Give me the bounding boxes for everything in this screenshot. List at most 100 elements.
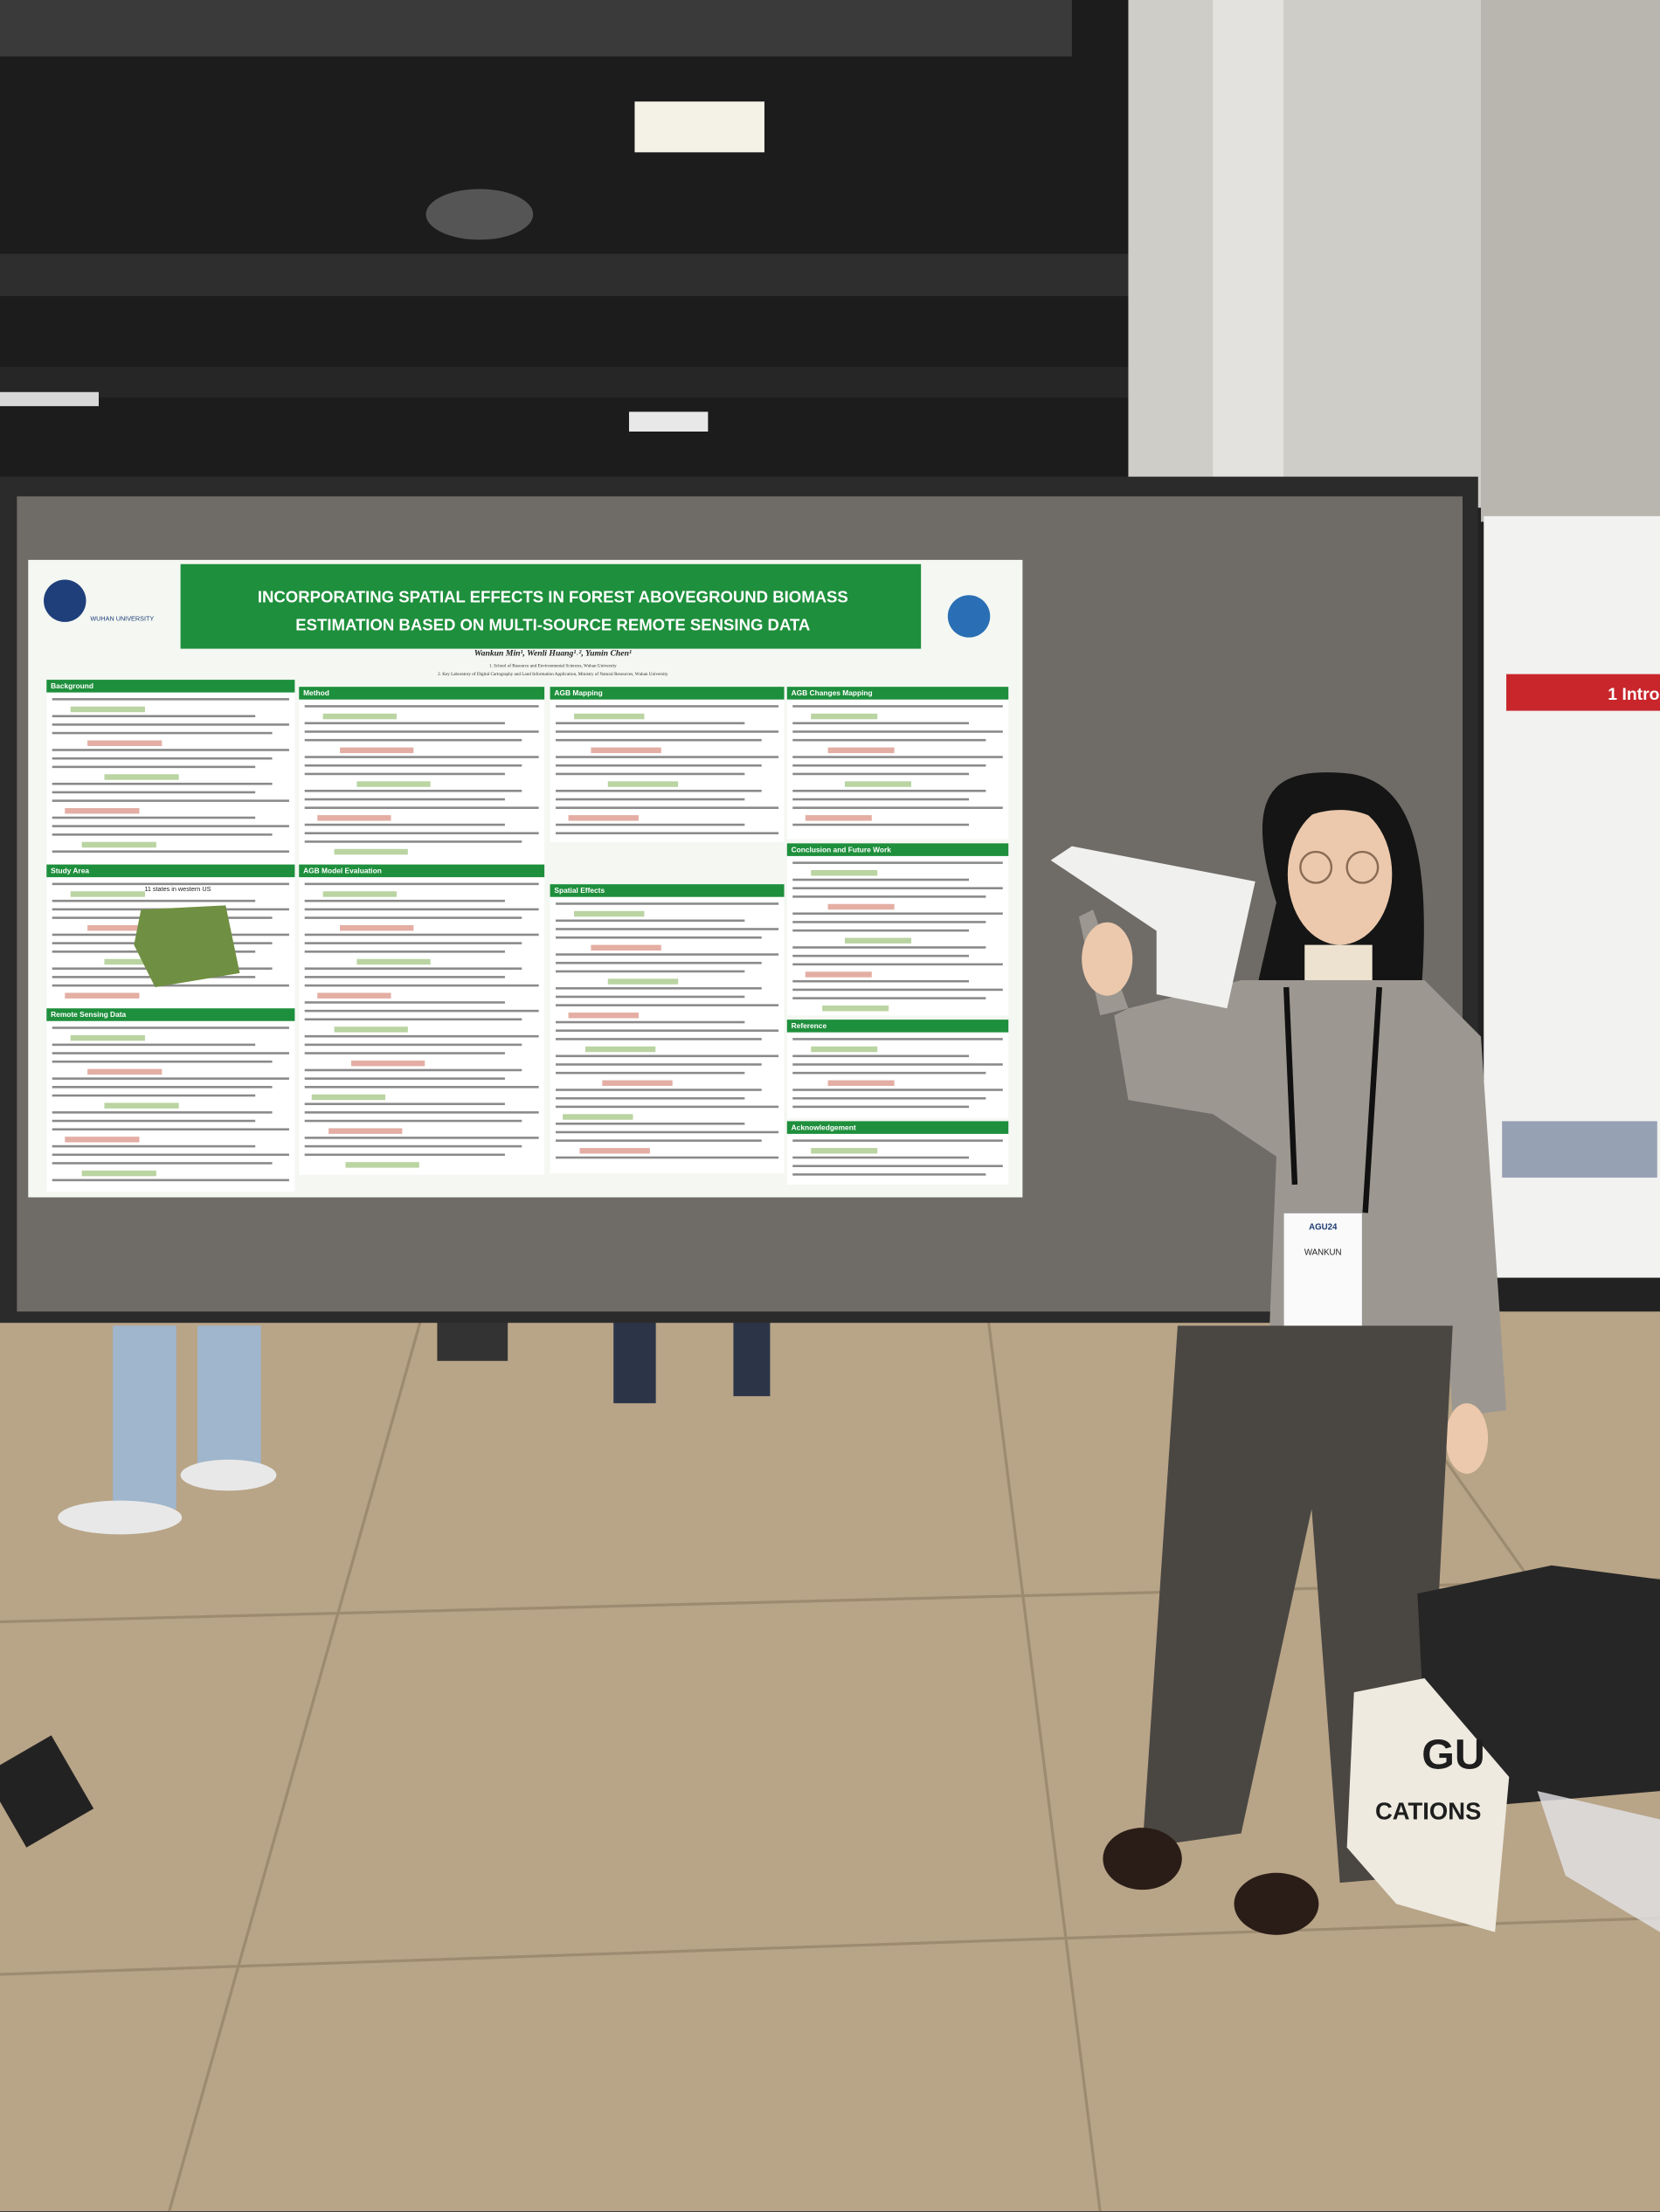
person-leg — [113, 1325, 176, 1510]
figure-block — [579, 1148, 650, 1154]
text-line — [304, 967, 522, 970]
text-line — [304, 790, 522, 792]
text-line — [556, 902, 779, 905]
text-line — [304, 933, 539, 937]
text-line — [556, 764, 762, 767]
figure-block — [563, 1114, 633, 1120]
text-line — [304, 1119, 522, 1123]
text-line — [792, 997, 986, 999]
badge-name: WANKUN — [1304, 1248, 1342, 1258]
text-line — [52, 698, 289, 701]
text-line — [304, 705, 539, 708]
text-line — [792, 895, 986, 898]
text-line — [304, 1111, 539, 1114]
text-line — [304, 1068, 522, 1072]
text-line — [792, 988, 1003, 992]
text-line — [304, 976, 505, 978]
text-line — [52, 1153, 289, 1157]
text-line — [52, 816, 256, 819]
section-header — [299, 864, 545, 878]
text-line — [792, 963, 1003, 966]
text-line — [52, 723, 289, 726]
text-line — [304, 1009, 539, 1013]
text-line — [304, 730, 539, 733]
figure-block — [87, 740, 163, 746]
text-line — [304, 916, 522, 919]
section-body — [550, 884, 785, 1174]
badge — [1283, 1212, 1363, 1348]
figure-block — [81, 1170, 156, 1177]
text-line — [52, 1086, 273, 1089]
ceiling-light — [628, 411, 709, 432]
text-line — [556, 1004, 779, 1006]
text-line — [304, 764, 522, 767]
figure-block — [329, 1128, 403, 1134]
text-line — [792, 954, 970, 957]
poster-affiliation: 2. Key Laboratory of Digital Cartography… — [438, 671, 668, 677]
figure-block — [322, 891, 397, 897]
text-line — [304, 722, 505, 725]
fringe — [1276, 793, 1404, 854]
figure-block — [827, 747, 895, 754]
text-line — [52, 799, 289, 802]
text-line — [556, 919, 745, 923]
figure-block — [65, 807, 140, 814]
figure-block — [350, 1060, 425, 1067]
figure-block — [602, 1080, 673, 1087]
text-line — [792, 1071, 986, 1075]
text-line — [52, 1052, 289, 1054]
text-line — [556, 953, 779, 956]
text-line — [556, 1071, 745, 1075]
plastic-bag — [1537, 1791, 1660, 1932]
section-header — [46, 1008, 295, 1021]
text-line — [556, 730, 779, 733]
bag-text: GU — [1421, 1731, 1485, 1778]
text-line — [304, 772, 505, 776]
text-line — [792, 1165, 1003, 1167]
figure-block — [607, 781, 679, 787]
section-title: Study Area — [51, 867, 89, 875]
text-line — [304, 806, 539, 809]
badge-event: AGU24 — [1309, 1223, 1338, 1233]
ceiling-beam — [0, 253, 1129, 297]
text-line — [792, 946, 986, 949]
text-line — [304, 756, 539, 758]
text-line — [52, 715, 256, 718]
text-line — [792, 823, 970, 826]
text-line — [792, 1096, 986, 1100]
text-line — [304, 1018, 522, 1021]
figure-block — [81, 841, 156, 848]
bag-text: CATIONS — [1375, 1797, 1481, 1824]
text-line — [792, 1063, 1003, 1066]
figure-block — [334, 848, 408, 855]
section-title: Reference — [792, 1021, 827, 1030]
section-header — [46, 680, 295, 693]
figure-block — [827, 1080, 895, 1087]
section-header — [550, 884, 785, 897]
text-line — [52, 1060, 273, 1063]
text-line — [304, 1034, 539, 1038]
figure-block — [811, 713, 878, 720]
text-line — [792, 798, 970, 801]
text-line — [52, 1043, 256, 1047]
text-line — [52, 765, 256, 769]
shoe — [58, 1500, 183, 1535]
text-line — [304, 1043, 522, 1047]
text-line — [556, 1130, 779, 1134]
text-line — [556, 756, 779, 758]
handout-papers — [1050, 846, 1255, 1009]
figure-block — [805, 815, 872, 821]
ceiling-light — [0, 391, 100, 406]
text-line — [304, 942, 522, 944]
text-line — [792, 1139, 1003, 1142]
text-line — [792, 979, 970, 983]
figure-block — [574, 713, 645, 720]
university-name: WUHAN UNIVERSITY — [90, 614, 154, 622]
text-line — [304, 1077, 505, 1080]
figure-block — [822, 1005, 889, 1012]
shoe — [1234, 1872, 1319, 1935]
text-line — [304, 798, 505, 801]
text-line — [304, 832, 539, 835]
wall — [1481, 0, 1660, 522]
